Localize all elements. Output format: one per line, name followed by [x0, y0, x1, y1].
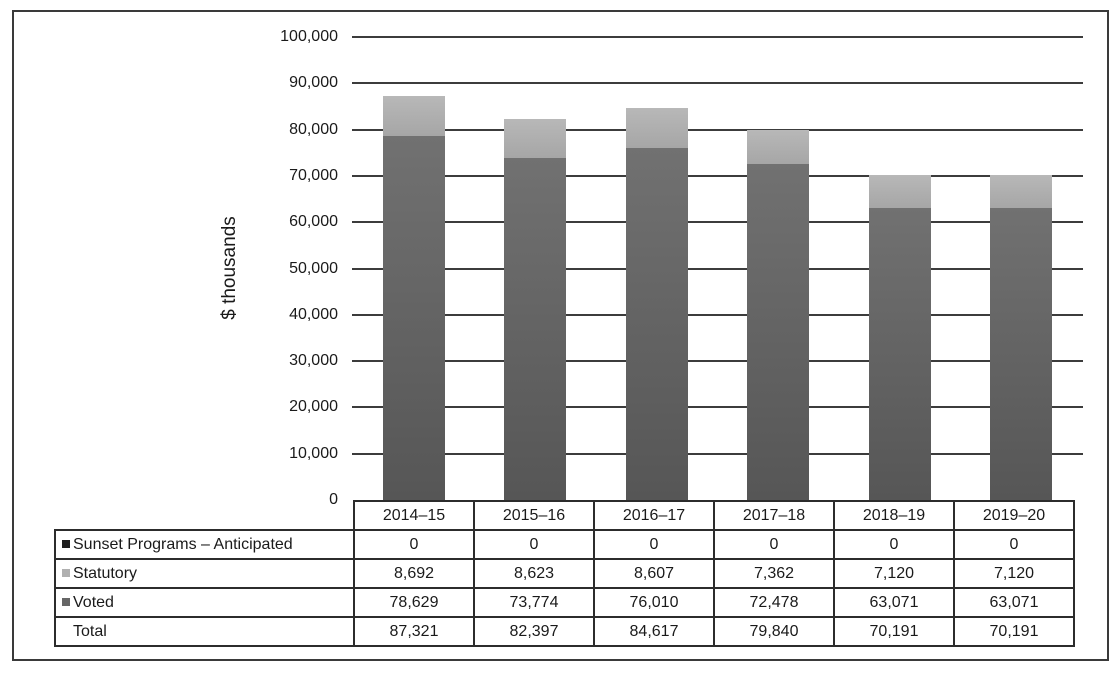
- table-cell: 82,397: [473, 616, 595, 647]
- table-cell: 73,774: [473, 587, 595, 618]
- table-cell: 0: [593, 529, 715, 560]
- legend-label: Total: [73, 622, 107, 640]
- table-cell: 7,120: [833, 558, 955, 589]
- legend-label: Statutory: [73, 564, 138, 582]
- table-row-sunset: Sunset Programs – Anticipated 0 0 0 0 0 …: [54, 529, 1075, 560]
- data-table: 2014–15 2015–16 2016–17 2017–18 2018–19 …: [54, 500, 1075, 647]
- table-cell: 84,617: [593, 616, 715, 647]
- row-label: Statutory: [54, 558, 355, 589]
- column-header: 2016–17: [593, 500, 715, 531]
- gridline: [352, 313, 1083, 316]
- bar-voted-2014–15: [382, 135, 445, 500]
- gridline: [352, 406, 1083, 409]
- bar-voted-2015–16: [504, 158, 567, 500]
- y-tick-label: 0: [329, 491, 338, 508]
- table-cell: 79,840: [713, 616, 835, 647]
- bar-voted-2016–17: [625, 148, 688, 500]
- bar-voted-2019–20: [990, 207, 1053, 500]
- y-tick-label: 40,000: [289, 305, 338, 323]
- row-label: Sunset Programs – Anticipated: [54, 529, 355, 560]
- table-row-voted: Voted 78,629 73,774 76,010 72,478 63,071…: [54, 587, 1075, 618]
- table-cell: 0: [353, 529, 475, 560]
- table-cell: 0: [713, 529, 835, 560]
- bar-statutory-2019–20: [990, 175, 1053, 208]
- table-cell: 7,120: [953, 558, 1075, 589]
- y-axis-title: $ thousands: [219, 216, 240, 320]
- y-tick-label: 60,000: [289, 213, 338, 231]
- table-cell: 78,629: [353, 587, 475, 618]
- bar-statutory-2016–17: [625, 108, 688, 149]
- table-row-total: Total 87,321 82,397 84,617 79,840 70,191…: [54, 616, 1075, 647]
- legend-label: Sunset Programs – Anticipated: [73, 535, 293, 553]
- y-tick-label: 50,000: [289, 259, 338, 277]
- table-cell: 8,692: [353, 558, 475, 589]
- legend-swatch-empty: [62, 627, 70, 635]
- table-cell: 76,010: [593, 587, 715, 618]
- bar-statutory-2014–15: [382, 95, 445, 136]
- gridline: [352, 82, 1083, 85]
- bar-statutory-2017–18: [747, 130, 810, 165]
- table-corner: [55, 501, 355, 531]
- table-cell: 70,191: [953, 616, 1075, 647]
- legend-swatch-voted: [62, 597, 70, 606]
- table-cell: 70,191: [833, 616, 955, 647]
- gridline: [352, 174, 1083, 177]
- gridline: [352, 360, 1083, 363]
- y-tick-label: 10,000: [289, 444, 338, 462]
- table-cell: 0: [953, 529, 1075, 560]
- column-header: 2019–20: [953, 500, 1075, 531]
- legend-label: Voted: [73, 593, 114, 611]
- table-cell: 63,071: [953, 587, 1075, 618]
- y-tick-label: 80,000: [289, 120, 338, 138]
- bar-voted-2017–18: [747, 164, 810, 500]
- table-cell: 8,623: [473, 558, 595, 589]
- column-header: 2015–16: [473, 500, 595, 531]
- table-cell: 7,362: [713, 558, 835, 589]
- table-cell: 8,607: [593, 558, 715, 589]
- bar-statutory-2018–19: [868, 175, 931, 208]
- table-row-statutory: Statutory 8,692 8,623 8,607 7,362 7,120 …: [54, 558, 1075, 589]
- gridline: [352, 128, 1083, 131]
- row-label: Total: [54, 616, 355, 647]
- gridline: [352, 221, 1083, 224]
- table-cell: 72,478: [713, 587, 835, 618]
- table-cell: 0: [473, 529, 595, 560]
- legend-swatch-statutory: [62, 568, 70, 577]
- row-label: Voted: [54, 587, 355, 618]
- y-tick-label: 90,000: [289, 74, 338, 92]
- y-tick-label: 20,000: [289, 398, 338, 416]
- y-tick-label: 100,000: [280, 28, 338, 45]
- y-tick-label: 70,000: [289, 166, 338, 184]
- legend-swatch-sunset: [62, 539, 70, 548]
- gridline: [352, 267, 1083, 270]
- bar-voted-2018–19: [868, 207, 931, 500]
- y-tick-label: 30,000: [289, 352, 338, 370]
- gridline: [352, 36, 1083, 38]
- table-cell: 0: [833, 529, 955, 560]
- gridline: [352, 452, 1083, 455]
- table-cell: 63,071: [833, 587, 955, 618]
- bar-statutory-2015–16: [504, 118, 567, 159]
- table-cell: 87,321: [353, 616, 475, 647]
- column-header: 2017–18: [713, 500, 835, 531]
- column-header: 2014–15: [353, 500, 475, 531]
- table-header-row: 2014–15 2015–16 2016–17 2017–18 2018–19 …: [55, 500, 1075, 531]
- column-header: 2018–19: [833, 500, 955, 531]
